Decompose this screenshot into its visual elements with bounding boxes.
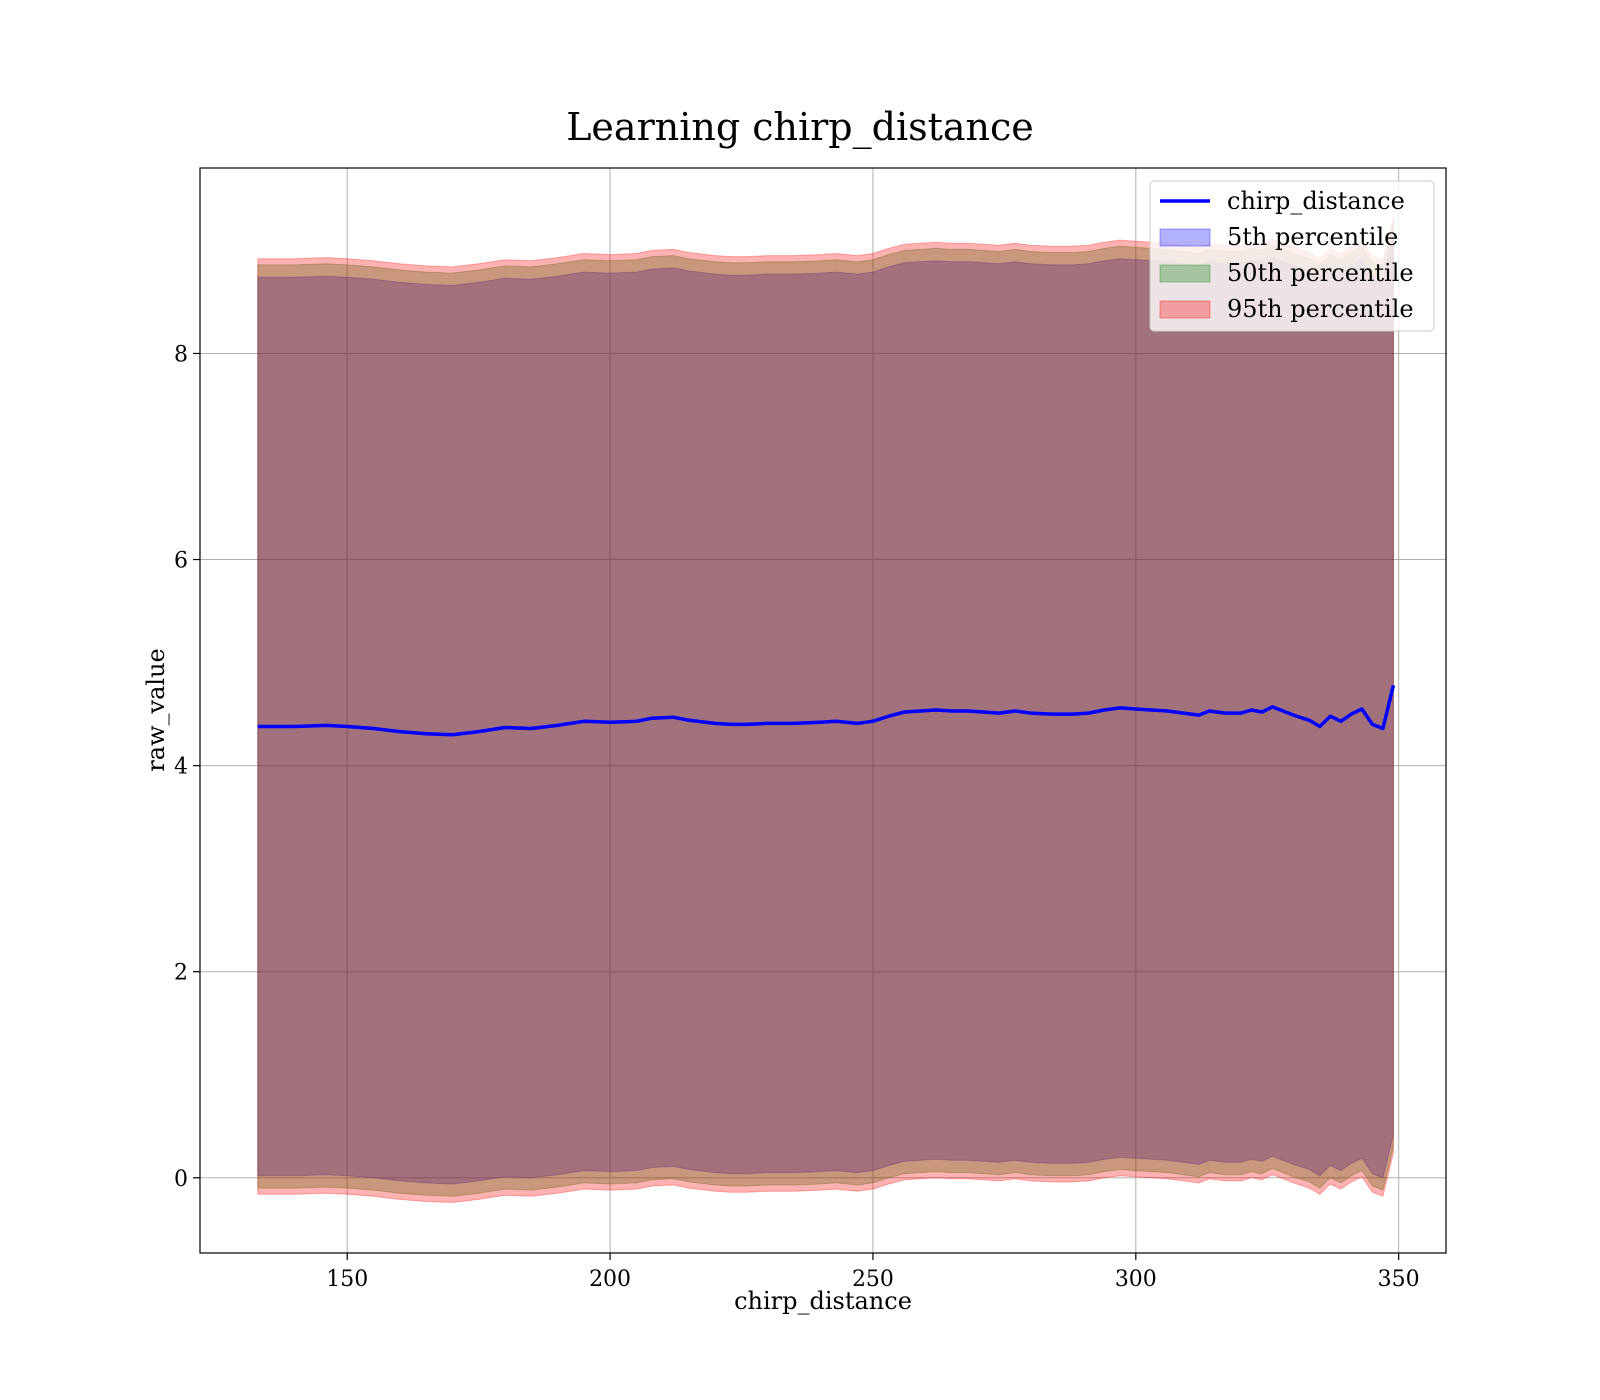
x-tick-label: 250 (852, 1267, 894, 1292)
plot-frame (199, 167, 1447, 1254)
legend: chirp_distance 5th percentile 50th percent… (1149, 180, 1435, 332)
band-95th-percentile (257, 217, 1394, 1204)
legend-box (1149, 180, 1435, 332)
legend-label: 95th percentile (1227, 295, 1414, 323)
x-tick-label: 150 (326, 1267, 368, 1292)
y-axis-label: raw_value (142, 648, 170, 772)
legend-band-swatch (1159, 228, 1211, 247)
percentile-bands (257, 217, 1394, 1204)
chart-title: Learning chirp_distance (566, 105, 1034, 150)
legend-band-swatch (1159, 264, 1211, 283)
legend-band-swatch (1159, 300, 1211, 319)
series-lines (257, 684, 1396, 737)
y-tick-label: 8 (174, 342, 188, 367)
legend-label: chirp_distance (1227, 187, 1405, 215)
band-5th-percentile (257, 235, 1394, 1185)
band-50th-percentile (257, 223, 1394, 1197)
x-tick-label: 300 (1115, 1267, 1157, 1292)
x-axis-label: chirp_distance (734, 1287, 912, 1315)
series-line-chirp-distance (257, 684, 1396, 737)
x-tick-label: 350 (1378, 1267, 1420, 1292)
axis-ticks: 150 200 250 300 350 0 2 4 6 8 (174, 342, 1420, 1292)
legend-label: 50th percentile (1227, 259, 1414, 287)
legend-label: 5th percentile (1227, 223, 1398, 251)
y-tick-label: 0 (174, 1167, 188, 1192)
y-tick-label: 6 (174, 549, 188, 574)
y-tick-label: 4 (174, 755, 188, 780)
grid (200, 168, 1446, 1253)
x-tick-label: 200 (589, 1267, 631, 1292)
y-tick-label: 2 (174, 961, 188, 986)
